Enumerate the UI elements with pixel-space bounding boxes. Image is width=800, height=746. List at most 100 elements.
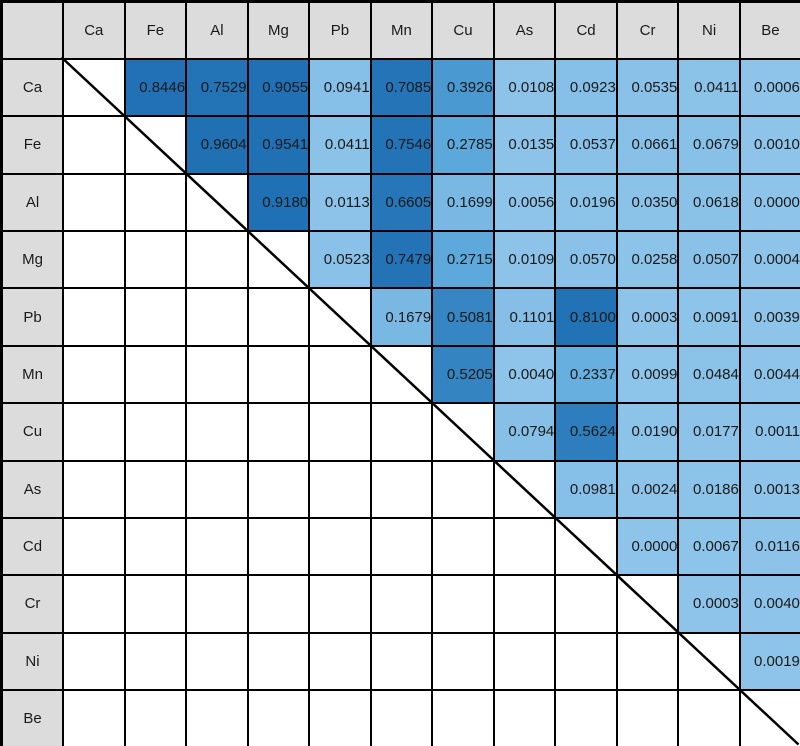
col-header-cd: Cd [554, 0, 618, 60]
empty-cell-ni-ni [677, 631, 741, 692]
empty-cell-cr-mn [369, 574, 434, 634]
corner-cell [0, 0, 65, 60]
row-header-ca: Ca [0, 57, 65, 118]
col-header-ca: Ca [62, 0, 126, 60]
empty-cell-fe-fe [123, 115, 188, 175]
matrix-row-pb: Pb 0.1679 0.5081 0.1101 0.8100 0.0003 0.0091 0.… [0, 287, 800, 347]
empty-cell-cu-mg [246, 402, 311, 462]
matrix-row-mn: Mn 0.5205 0.0040 0.2337 0.0099 0.0484 0.0044 [0, 344, 800, 405]
value-cell-fe-be: 0.0010 [738, 115, 800, 175]
value-cell-cr-ni: 0.0003 [677, 574, 741, 634]
empty-cell-al-ca [62, 172, 126, 233]
value-cell-fe-cr: 0.0661 [615, 115, 680, 175]
row-header-mg: Mg [0, 229, 65, 290]
value-cell-al-ni: 0.0618 [677, 172, 741, 233]
empty-cell-pb-fe [123, 287, 188, 347]
value-cell-mg-pb: 0.0523 [308, 229, 372, 290]
matrix-row-be: Be [0, 688, 800, 746]
empty-cell-mn-mn [369, 344, 434, 405]
empty-cell-ca-ca [62, 57, 126, 118]
value-cell-ca-al: 0.7529 [185, 57, 249, 118]
empty-cell-as-ca [62, 459, 126, 519]
value-cell-mg-be: 0.0004 [738, 229, 800, 290]
col-header-mn: Mn [369, 0, 434, 60]
empty-cell-cu-pb [308, 402, 372, 462]
value-cell-ca-as: 0.0108 [492, 57, 557, 118]
value-cell-cd-be: 0.0116 [738, 516, 800, 577]
empty-cell-cu-mn [369, 402, 434, 462]
empty-cell-mg-al [185, 229, 249, 290]
row-header-al: Al [0, 172, 65, 233]
col-header-pb: Pb [308, 0, 372, 60]
matrix-row-cu: Cu 0.0794 0.5624 0.0190 0.0177 0.0011 [0, 402, 800, 462]
matrix-row-cr: Cr 0.0003 0.0040 [0, 574, 800, 634]
matrix-row-ni: Ni 0.0019 [0, 631, 800, 692]
value-cell-mg-as: 0.0109 [492, 229, 557, 290]
empty-cell-ni-mg [246, 631, 311, 692]
value-cell-as-cr: 0.0024 [615, 459, 680, 519]
empty-cell-be-pb [308, 688, 372, 746]
empty-cell-cd-as [492, 516, 557, 577]
empty-cell-be-ca [62, 688, 126, 746]
value-cell-fe-mn: 0.7546 [369, 115, 434, 175]
value-cell-cu-be: 0.0011 [738, 402, 800, 462]
empty-cell-cu-fe [123, 402, 188, 462]
col-header-ni: Ni [677, 0, 741, 60]
empty-cell-cd-mg [246, 516, 311, 577]
value-cell-ca-cr: 0.0535 [615, 57, 680, 118]
row-header-cr: Cr [0, 574, 65, 634]
empty-cell-cr-mg [246, 574, 311, 634]
col-header-be: Be [738, 0, 800, 60]
col-header-cr: Cr [615, 0, 680, 60]
value-cell-as-be: 0.0013 [738, 459, 800, 519]
row-header-cu: Cu [0, 402, 65, 462]
value-cell-al-cu: 0.1699 [431, 172, 495, 233]
row-header-fe: Fe [0, 115, 65, 175]
value-cell-fe-cd: 0.0537 [554, 115, 618, 175]
col-header-fe: Fe [123, 0, 188, 60]
empty-cell-cr-cr [615, 574, 680, 634]
empty-cell-cd-cu [431, 516, 495, 577]
empty-cell-pb-mg [246, 287, 311, 347]
value-cell-mg-cd: 0.0570 [554, 229, 618, 290]
empty-cell-cr-pb [308, 574, 372, 634]
value-cell-fe-cu: 0.2785 [431, 115, 495, 175]
empty-cell-pb-pb [308, 287, 372, 347]
empty-cell-cr-ca [62, 574, 126, 634]
matrix-row-as: As 0.0981 0.0024 0.0186 0.0013 [0, 459, 800, 519]
empty-cell-mn-pb [308, 344, 372, 405]
value-cell-mn-be: 0.0044 [738, 344, 800, 405]
empty-cell-as-mn [369, 459, 434, 519]
value-cell-cu-cr: 0.0190 [615, 402, 680, 462]
col-header-as: As [492, 0, 557, 60]
empty-cell-ni-mn [369, 631, 434, 692]
empty-cell-be-ni [677, 688, 741, 746]
empty-cell-al-fe [123, 172, 188, 233]
empty-cell-cr-cu [431, 574, 495, 634]
value-cell-mn-cd: 0.2337 [554, 344, 618, 405]
empty-cell-cd-cd [554, 516, 618, 577]
value-cell-fe-mg: 0.9541 [246, 115, 311, 175]
empty-cell-ni-cu [431, 631, 495, 692]
value-cell-ca-cd: 0.0923 [554, 57, 618, 118]
value-cell-cd-ni: 0.0067 [677, 516, 741, 577]
empty-cell-ni-al [185, 631, 249, 692]
value-cell-mn-cu: 0.5205 [431, 344, 495, 405]
row-header-as: As [0, 459, 65, 519]
value-cell-pb-cd: 0.8100 [554, 287, 618, 347]
empty-cell-ni-ca [62, 631, 126, 692]
row-header-cd: Cd [0, 516, 65, 577]
empty-cell-as-pb [308, 459, 372, 519]
value-cell-mg-cu: 0.2715 [431, 229, 495, 290]
value-cell-cu-cd: 0.5624 [554, 402, 618, 462]
row-header-pb: Pb [0, 287, 65, 347]
row-header-be: Be [0, 688, 65, 746]
column-header-row: Ca Fe Al Mg Pb Mn Cu As Cd Cr Ni Be [0, 0, 800, 60]
empty-cell-ni-pb [308, 631, 372, 692]
matrix-row-mg: Mg 0.0523 0.7479 0.2715 0.0109 0.0570 0.0258 0.… [0, 229, 800, 290]
value-cell-ca-cu: 0.3926 [431, 57, 495, 118]
value-cell-al-cr: 0.0350 [615, 172, 680, 233]
value-cell-fe-as: 0.0135 [492, 115, 557, 175]
empty-cell-as-as [492, 459, 557, 519]
empty-cell-be-cd [554, 688, 618, 746]
